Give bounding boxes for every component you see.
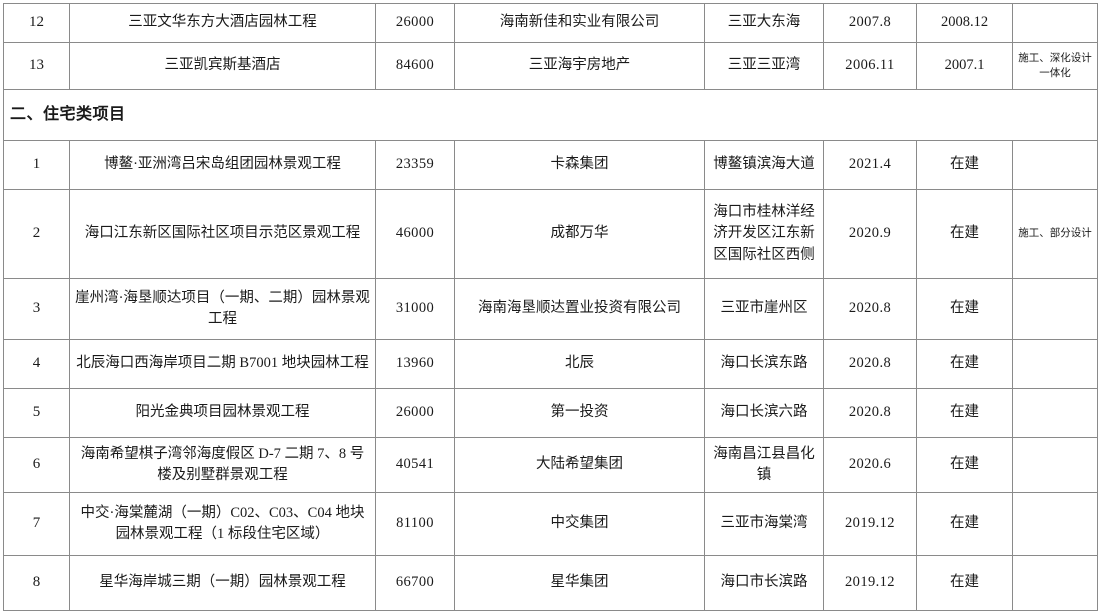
row-area: 23359 [375, 140, 455, 190]
row-remark [1012, 140, 1098, 190]
row-date: 2019.12 [823, 492, 917, 556]
row-status: 在建 [916, 388, 1013, 438]
row-area: 40541 [375, 437, 455, 493]
row-project-name: 海南希望棋子湾邻海度假区 D-7 二期 7、8 号楼及别墅群景观工程 [69, 437, 376, 493]
row-index: 7 [3, 492, 70, 556]
row-area: 81100 [375, 492, 455, 556]
row-owner: 中交集团 [454, 492, 705, 556]
row-owner: 三亚海宇房地产 [454, 42, 705, 90]
row-project-name: 三亚文华东方大酒店园林工程 [69, 3, 376, 43]
row-area: 13960 [375, 339, 455, 389]
row-date: 2021.4 [823, 140, 917, 190]
row-remark: 施工、部分设计 [1012, 189, 1098, 279]
table-row: 8 星华海岸城三期（一期）园林景观工程 66700 星华集团 海口市长滨路 2019.12… [3, 555, 1098, 611]
row-area: 84600 [375, 42, 455, 90]
row-status: 2007.1 [916, 42, 1013, 90]
row-area: 66700 [375, 555, 455, 611]
row-owner: 北辰 [454, 339, 705, 389]
row-location: 海口市桂林洋经济开发区江东新区国际社区西侧 [704, 189, 824, 279]
row-remark [1012, 492, 1098, 556]
row-location: 海南昌江县昌化镇 [704, 437, 824, 493]
row-project-name: 阳光金典项目园林景观工程 [69, 388, 376, 438]
row-date: 2007.8 [823, 3, 917, 43]
table-row: 12 三亚文华东方大酒店园林工程 26000 海南新佳和实业有限公司 三亚大东海 2007… [3, 3, 1098, 43]
row-remark [1012, 555, 1098, 611]
row-remark [1012, 278, 1098, 340]
row-status: 在建 [916, 492, 1013, 556]
table-row: 7 中交·海棠麓湖（一期）C02、C03、C04 地块园林景观工程（1 标段住宅区… [3, 492, 1098, 556]
row-owner: 第一投资 [454, 388, 705, 438]
row-area: 31000 [375, 278, 455, 340]
table-row: 4 北辰海口西海岸项目二期 B7001 地块园林工程 13960 北辰 海口长滨东路 20… [3, 339, 1098, 389]
table-row: 2 海口江东新区国际社区项目示范区景观工程 46000 成都万华 海口市桂林洋经济开发区… [3, 189, 1098, 279]
table-row: 1 博鳌·亚洲湾吕宋岛组团园林景观工程 23359 卡森集团 博鳌镇滨海大道 2021.4… [3, 140, 1098, 190]
row-status: 在建 [916, 339, 1013, 389]
row-date: 2020.6 [823, 437, 917, 493]
row-status: 在建 [916, 140, 1013, 190]
row-date: 2020.8 [823, 388, 917, 438]
row-remark: 施工、深化设计一体化 [1012, 42, 1098, 90]
row-project-name: 三亚凯宾斯基酒店 [69, 42, 376, 90]
row-owner: 星华集团 [454, 555, 705, 611]
row-index: 2 [3, 189, 70, 279]
row-owner: 海南新佳和实业有限公司 [454, 3, 705, 43]
table-body: 12 三亚文华东方大酒店园林工程 26000 海南新佳和实业有限公司 三亚大东海 2007… [3, 3, 1098, 611]
row-project-name: 博鳌·亚洲湾吕宋岛组团园林景观工程 [69, 140, 376, 190]
row-date: 2020.9 [823, 189, 917, 279]
row-remark [1012, 388, 1098, 438]
row-status: 在建 [916, 189, 1013, 279]
table-row: 6 海南希望棋子湾邻海度假区 D-7 二期 7、8 号楼及别墅群景观工程 40541… [3, 437, 1098, 493]
table-row: 5 阳光金典项目园林景观工程 26000 第一投资 海口长滨六路 2020.8 在建 [3, 388, 1098, 438]
row-remark [1012, 3, 1098, 43]
row-status: 在建 [916, 437, 1013, 493]
row-index: 3 [3, 278, 70, 340]
project-table: 12 三亚文华东方大酒店园林工程 26000 海南新佳和实业有限公司 三亚大东海 2007… [3, 3, 1098, 611]
row-location: 博鳌镇滨海大道 [704, 140, 824, 190]
table-row: 3 崖州湾·海垦顺达项目（一期、二期）园林景观工程 31000 海南海垦顺达置业投资有… [3, 278, 1098, 340]
row-index: 12 [3, 3, 70, 43]
row-project-name: 北辰海口西海岸项目二期 B7001 地块园林工程 [69, 339, 376, 389]
row-status: 在建 [916, 278, 1013, 340]
row-index: 1 [3, 140, 70, 190]
row-location: 海口长滨六路 [704, 388, 824, 438]
row-date: 2020.8 [823, 339, 917, 389]
row-project-name: 崖州湾·海垦顺达项目（一期、二期）园林景观工程 [69, 278, 376, 340]
row-project-name: 海口江东新区国际社区项目示范区景观工程 [69, 189, 376, 279]
row-index: 5 [3, 388, 70, 438]
row-remark [1012, 339, 1098, 389]
row-location: 三亚市海棠湾 [704, 492, 824, 556]
row-location: 三亚大东海 [704, 3, 824, 43]
table-section-header-row: 二、住宅类项目 [3, 89, 1098, 141]
row-owner: 海南海垦顺达置业投资有限公司 [454, 278, 705, 340]
row-index: 13 [3, 42, 70, 90]
row-status: 在建 [916, 555, 1013, 611]
row-project-name: 星华海岸城三期（一期）园林景观工程 [69, 555, 376, 611]
row-project-name: 中交·海棠麓湖（一期）C02、C03、C04 地块园林景观工程（1 标段住宅区域… [69, 492, 376, 556]
row-owner: 卡森集团 [454, 140, 705, 190]
row-date: 2006.11 [823, 42, 917, 90]
row-owner: 大陆希望集团 [454, 437, 705, 493]
row-date: 2020.8 [823, 278, 917, 340]
row-location: 三亚三亚湾 [704, 42, 824, 90]
row-area: 46000 [375, 189, 455, 279]
row-date: 2019.12 [823, 555, 917, 611]
row-area: 26000 [375, 388, 455, 438]
table-row: 13 三亚凯宾斯基酒店 84600 三亚海宇房地产 三亚三亚湾 2006.11 2007.1… [3, 42, 1098, 90]
row-index: 8 [3, 555, 70, 611]
section-title: 二、住宅类项目 [3, 89, 1098, 141]
row-remark [1012, 437, 1098, 493]
row-location: 海口长滨东路 [704, 339, 824, 389]
row-index: 6 [3, 437, 70, 493]
row-area: 26000 [375, 3, 455, 43]
row-status: 2008.12 [916, 3, 1013, 43]
row-location: 三亚市崖州区 [704, 278, 824, 340]
row-owner: 成都万华 [454, 189, 705, 279]
row-index: 4 [3, 339, 70, 389]
row-location: 海口市长滨路 [704, 555, 824, 611]
